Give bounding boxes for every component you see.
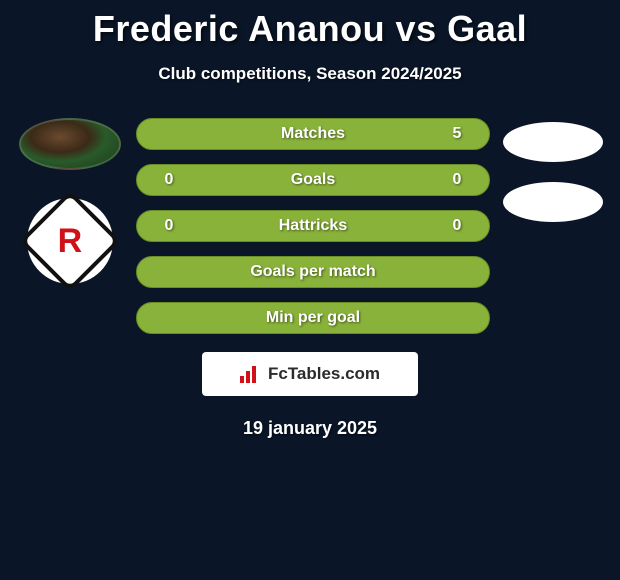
opponent-club-placeholder <box>503 182 603 222</box>
stat-row-goals-per-match: Goals per match <box>136 256 490 288</box>
left-player-column: R <box>6 118 134 334</box>
stat-row-goals: 0 Goals 0 <box>136 164 490 196</box>
right-player-column <box>492 118 614 334</box>
comparison-layout: R Matches 5 0 Goals 0 0 Hattricks 0 Goal… <box>0 118 620 334</box>
stat-row-min-per-goal: Min per goal <box>136 302 490 334</box>
club-badge-shape: R <box>19 190 121 292</box>
stat-label: Min per goal <box>183 309 443 327</box>
stat-row-matches: Matches 5 <box>136 118 490 150</box>
opponent-avatar-placeholder <box>503 122 603 162</box>
stat-label: Goals per match <box>183 263 443 281</box>
brand-badge[interactable]: FcTables.com <box>202 352 418 396</box>
brand-label: FcTables.com <box>268 364 380 384</box>
club-badge-letter: R <box>58 222 83 261</box>
stat-right-value: 5 <box>443 125 471 143</box>
stat-right-value: 0 <box>443 171 471 189</box>
brand-bars-icon <box>240 365 262 383</box>
stat-label: Hattricks <box>183 217 443 235</box>
stats-column: Matches 5 0 Goals 0 0 Hattricks 0 Goals … <box>134 118 492 334</box>
club-badge: R <box>27 198 113 284</box>
player-avatar <box>19 118 121 170</box>
snapshot-date: 19 january 2025 <box>0 418 620 439</box>
page-title: Frederic Ananou vs Gaal <box>0 0 620 50</box>
page-subtitle: Club competitions, Season 2024/2025 <box>0 64 620 84</box>
stat-right-value: 0 <box>443 217 471 235</box>
stat-left-value: 0 <box>155 171 183 189</box>
stat-row-hattricks: 0 Hattricks 0 <box>136 210 490 242</box>
stat-label: Matches <box>183 125 443 143</box>
stat-label: Goals <box>183 171 443 189</box>
stat-left-value: 0 <box>155 217 183 235</box>
